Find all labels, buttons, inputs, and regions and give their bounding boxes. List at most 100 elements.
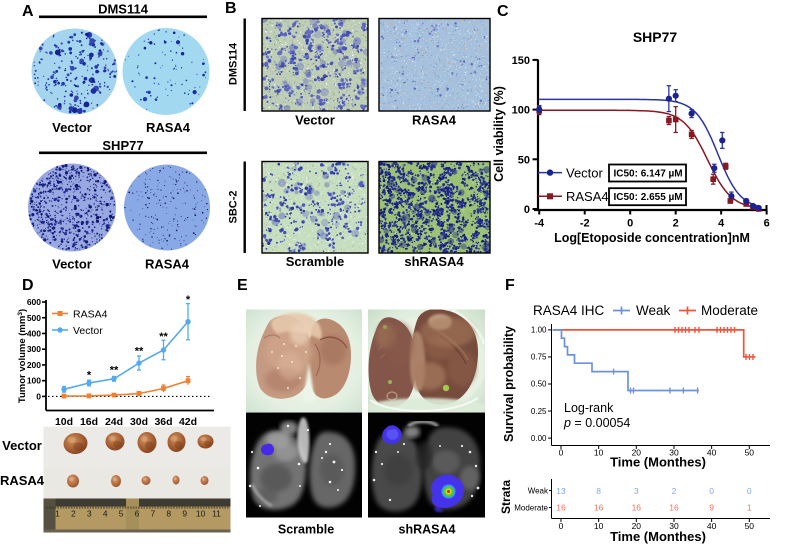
svg-text:Survival probability: Survival probability [502, 326, 516, 442]
svg-text:40: 40 [707, 521, 717, 531]
svg-text:0.25: 0.25 [531, 407, 547, 416]
svg-text:24d: 24d [105, 416, 123, 428]
svg-text:F: F [505, 277, 515, 294]
svg-text:Scramble: Scramble [286, 254, 345, 269]
svg-text:5: 5 [119, 509, 124, 519]
svg-text:0: 0 [524, 204, 530, 216]
svg-text:3: 3 [87, 509, 92, 519]
svg-text:600: 600 [27, 297, 41, 307]
svg-text:8: 8 [166, 509, 171, 519]
svg-text:1: 1 [55, 509, 60, 519]
svg-text:2: 2 [673, 218, 679, 230]
svg-text:**: ** [135, 346, 144, 358]
svg-text:Moderate: Moderate [701, 303, 758, 318]
svg-text:Cell viability (%): Cell viability (%) [492, 86, 506, 182]
svg-text:16: 16 [632, 503, 642, 513]
svg-text:7: 7 [151, 509, 156, 519]
svg-text:shRASA4: shRASA4 [404, 254, 464, 269]
svg-text:0: 0 [559, 521, 564, 531]
svg-text:42d: 42d [179, 416, 197, 428]
svg-text:10d: 10d [55, 416, 73, 428]
svg-text:DMS114: DMS114 [98, 2, 149, 17]
svg-text:SHP77: SHP77 [102, 138, 143, 153]
svg-text:30: 30 [669, 521, 679, 531]
svg-text:50: 50 [745, 448, 755, 458]
svg-text:1.00: 1.00 [531, 326, 547, 335]
svg-text:-2: -2 [580, 218, 590, 230]
svg-text:*: * [186, 294, 191, 306]
svg-text:0.00: 0.00 [531, 434, 547, 443]
svg-text:100: 100 [27, 376, 41, 386]
svg-text:16d: 16d [80, 416, 98, 428]
svg-text:11: 11 [212, 509, 221, 519]
svg-text:E: E [237, 277, 248, 294]
svg-text:RASA4 IHC: RASA4 IHC [533, 303, 605, 318]
svg-text:Time (Monthes): Time (Monthes) [610, 455, 706, 470]
svg-text:20: 20 [632, 448, 642, 458]
svg-text:4: 4 [718, 218, 725, 230]
svg-text:10: 10 [594, 448, 604, 458]
svg-text:Vector: Vector [566, 166, 604, 181]
svg-text:IC50: 6.147 µM: IC50: 6.147 µM [614, 168, 683, 179]
svg-text:**: ** [159, 331, 168, 343]
svg-text:RASA4: RASA4 [73, 309, 108, 321]
svg-text:A: A [22, 3, 34, 20]
svg-text:0: 0 [36, 391, 41, 401]
svg-text:Vector: Vector [295, 113, 335, 128]
svg-text:Moderate: Moderate [514, 504, 548, 513]
svg-text:RASA4: RASA4 [566, 189, 609, 204]
svg-text:Weak: Weak [636, 303, 671, 318]
svg-text:Log-rank: Log-rank [564, 401, 614, 415]
svg-text:13: 13 [556, 486, 566, 496]
svg-text:Weak: Weak [528, 487, 549, 496]
svg-text:p = 0.00054: p = 0.00054 [563, 416, 630, 430]
svg-text:SHP77: SHP77 [633, 29, 678, 45]
svg-text:Vector: Vector [52, 257, 92, 272]
svg-text:30: 30 [669, 448, 679, 458]
svg-text:RASA4: RASA4 [0, 473, 45, 488]
svg-text:10: 10 [196, 509, 206, 519]
svg-text:6: 6 [135, 509, 140, 519]
svg-text:4: 4 [103, 509, 108, 519]
svg-text:16: 16 [594, 503, 604, 513]
svg-text:2: 2 [71, 509, 76, 519]
svg-text:36d: 36d [154, 416, 172, 428]
svg-text:Tumor volume (mm3): Tumor volume (mm3) [17, 309, 29, 403]
svg-text:400: 400 [27, 328, 41, 338]
svg-text:0.75: 0.75 [531, 353, 547, 362]
svg-text:-4: -4 [534, 218, 545, 230]
svg-text:16: 16 [669, 503, 679, 513]
svg-text:DMS114: DMS114 [228, 42, 240, 85]
svg-text:Vector: Vector [73, 325, 103, 337]
svg-text:Strata: Strata [499, 480, 513, 514]
svg-text:Scramble: Scramble [278, 523, 334, 537]
svg-text:0: 0 [559, 448, 564, 458]
svg-text:0: 0 [627, 218, 633, 230]
svg-text:**: ** [110, 365, 119, 377]
svg-text:B: B [225, 0, 237, 17]
svg-text:0: 0 [747, 486, 752, 496]
svg-text:C: C [497, 3, 509, 20]
svg-text:30d: 30d [130, 416, 148, 428]
svg-text:300: 300 [27, 344, 41, 354]
svg-text:Vector: Vector [52, 120, 92, 135]
svg-text:150: 150 [512, 55, 530, 67]
svg-text:100: 100 [512, 105, 530, 117]
svg-text:9: 9 [182, 509, 187, 519]
svg-text:IC50: 2.655 µM: IC50: 2.655 µM [614, 192, 683, 203]
svg-text:6: 6 [764, 218, 770, 230]
svg-text:10: 10 [594, 521, 604, 531]
svg-text:SBC-2: SBC-2 [228, 190, 240, 223]
svg-text:D: D [22, 277, 34, 294]
svg-text:20: 20 [632, 521, 642, 531]
svg-text:50: 50 [518, 154, 530, 166]
svg-text:Time (Monthes): Time (Monthes) [610, 529, 706, 544]
svg-text:200: 200 [27, 360, 41, 370]
svg-text:RASA4: RASA4 [145, 257, 190, 272]
svg-text:50: 50 [745, 521, 755, 531]
svg-text:*: * [87, 370, 92, 382]
svg-text:0: 0 [709, 486, 714, 496]
svg-text:16: 16 [556, 503, 566, 513]
svg-text:40: 40 [707, 448, 717, 458]
svg-text:RASA4: RASA4 [412, 113, 457, 128]
